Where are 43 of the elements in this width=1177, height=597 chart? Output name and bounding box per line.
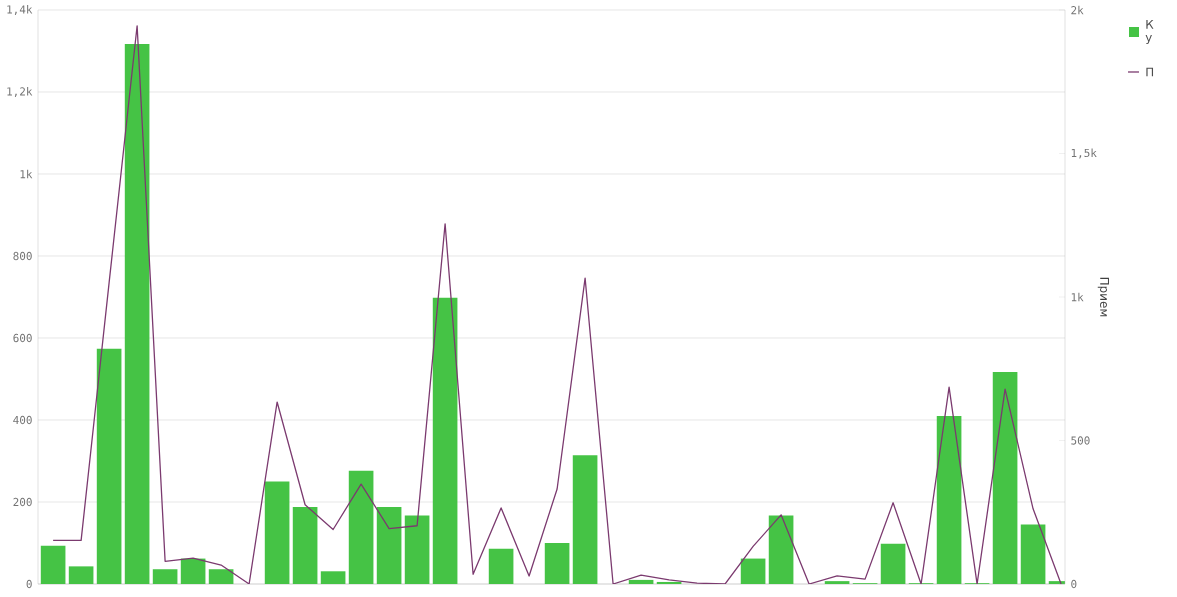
bar xyxy=(208,569,234,584)
bar xyxy=(768,515,794,584)
bar xyxy=(1020,524,1046,584)
bar xyxy=(432,297,458,584)
bar xyxy=(180,558,206,584)
y2-axis-title: Прием xyxy=(1097,277,1109,317)
y-tick-label: 200 xyxy=(13,497,32,507)
bar xyxy=(740,558,766,584)
bar xyxy=(404,515,430,584)
bar xyxy=(152,569,178,584)
bar xyxy=(124,44,150,584)
legend-label: П xyxy=(1146,67,1154,77)
bar xyxy=(376,506,402,584)
bar xyxy=(488,548,514,584)
y-tick-label: 600 xyxy=(13,333,32,343)
bar xyxy=(292,506,318,584)
bar xyxy=(936,415,962,584)
y-tick-label: 0 xyxy=(26,579,32,589)
y-tick-label: 1,4k xyxy=(7,5,33,15)
bar xyxy=(40,545,66,584)
y2-tick-label: 2k xyxy=(1071,5,1084,15)
bar xyxy=(628,579,654,584)
bar xyxy=(880,543,906,584)
y2-tick-label: 1,5k xyxy=(1071,148,1097,159)
bar xyxy=(320,571,346,584)
bar xyxy=(96,348,122,584)
y2-tick-label: 0 xyxy=(1071,579,1077,589)
y-tick-label: 1k xyxy=(20,169,33,179)
bar xyxy=(824,581,850,584)
y2-tick-label: 500 xyxy=(1071,436,1090,445)
bar xyxy=(68,566,94,584)
y-tick-label: 400 xyxy=(13,415,32,425)
y-tick-label: 800 xyxy=(13,251,32,261)
bar xyxy=(656,581,682,584)
bar xyxy=(572,455,598,584)
line-series xyxy=(52,25,1062,584)
y2-tick-label: 1k xyxy=(1071,292,1084,302)
bar xyxy=(992,372,1018,584)
bar xyxy=(348,470,374,584)
bar xyxy=(264,481,290,584)
y-tick-label: 1,2k xyxy=(7,87,33,97)
bar xyxy=(544,543,570,584)
legend-label: К у xyxy=(1145,19,1154,45)
